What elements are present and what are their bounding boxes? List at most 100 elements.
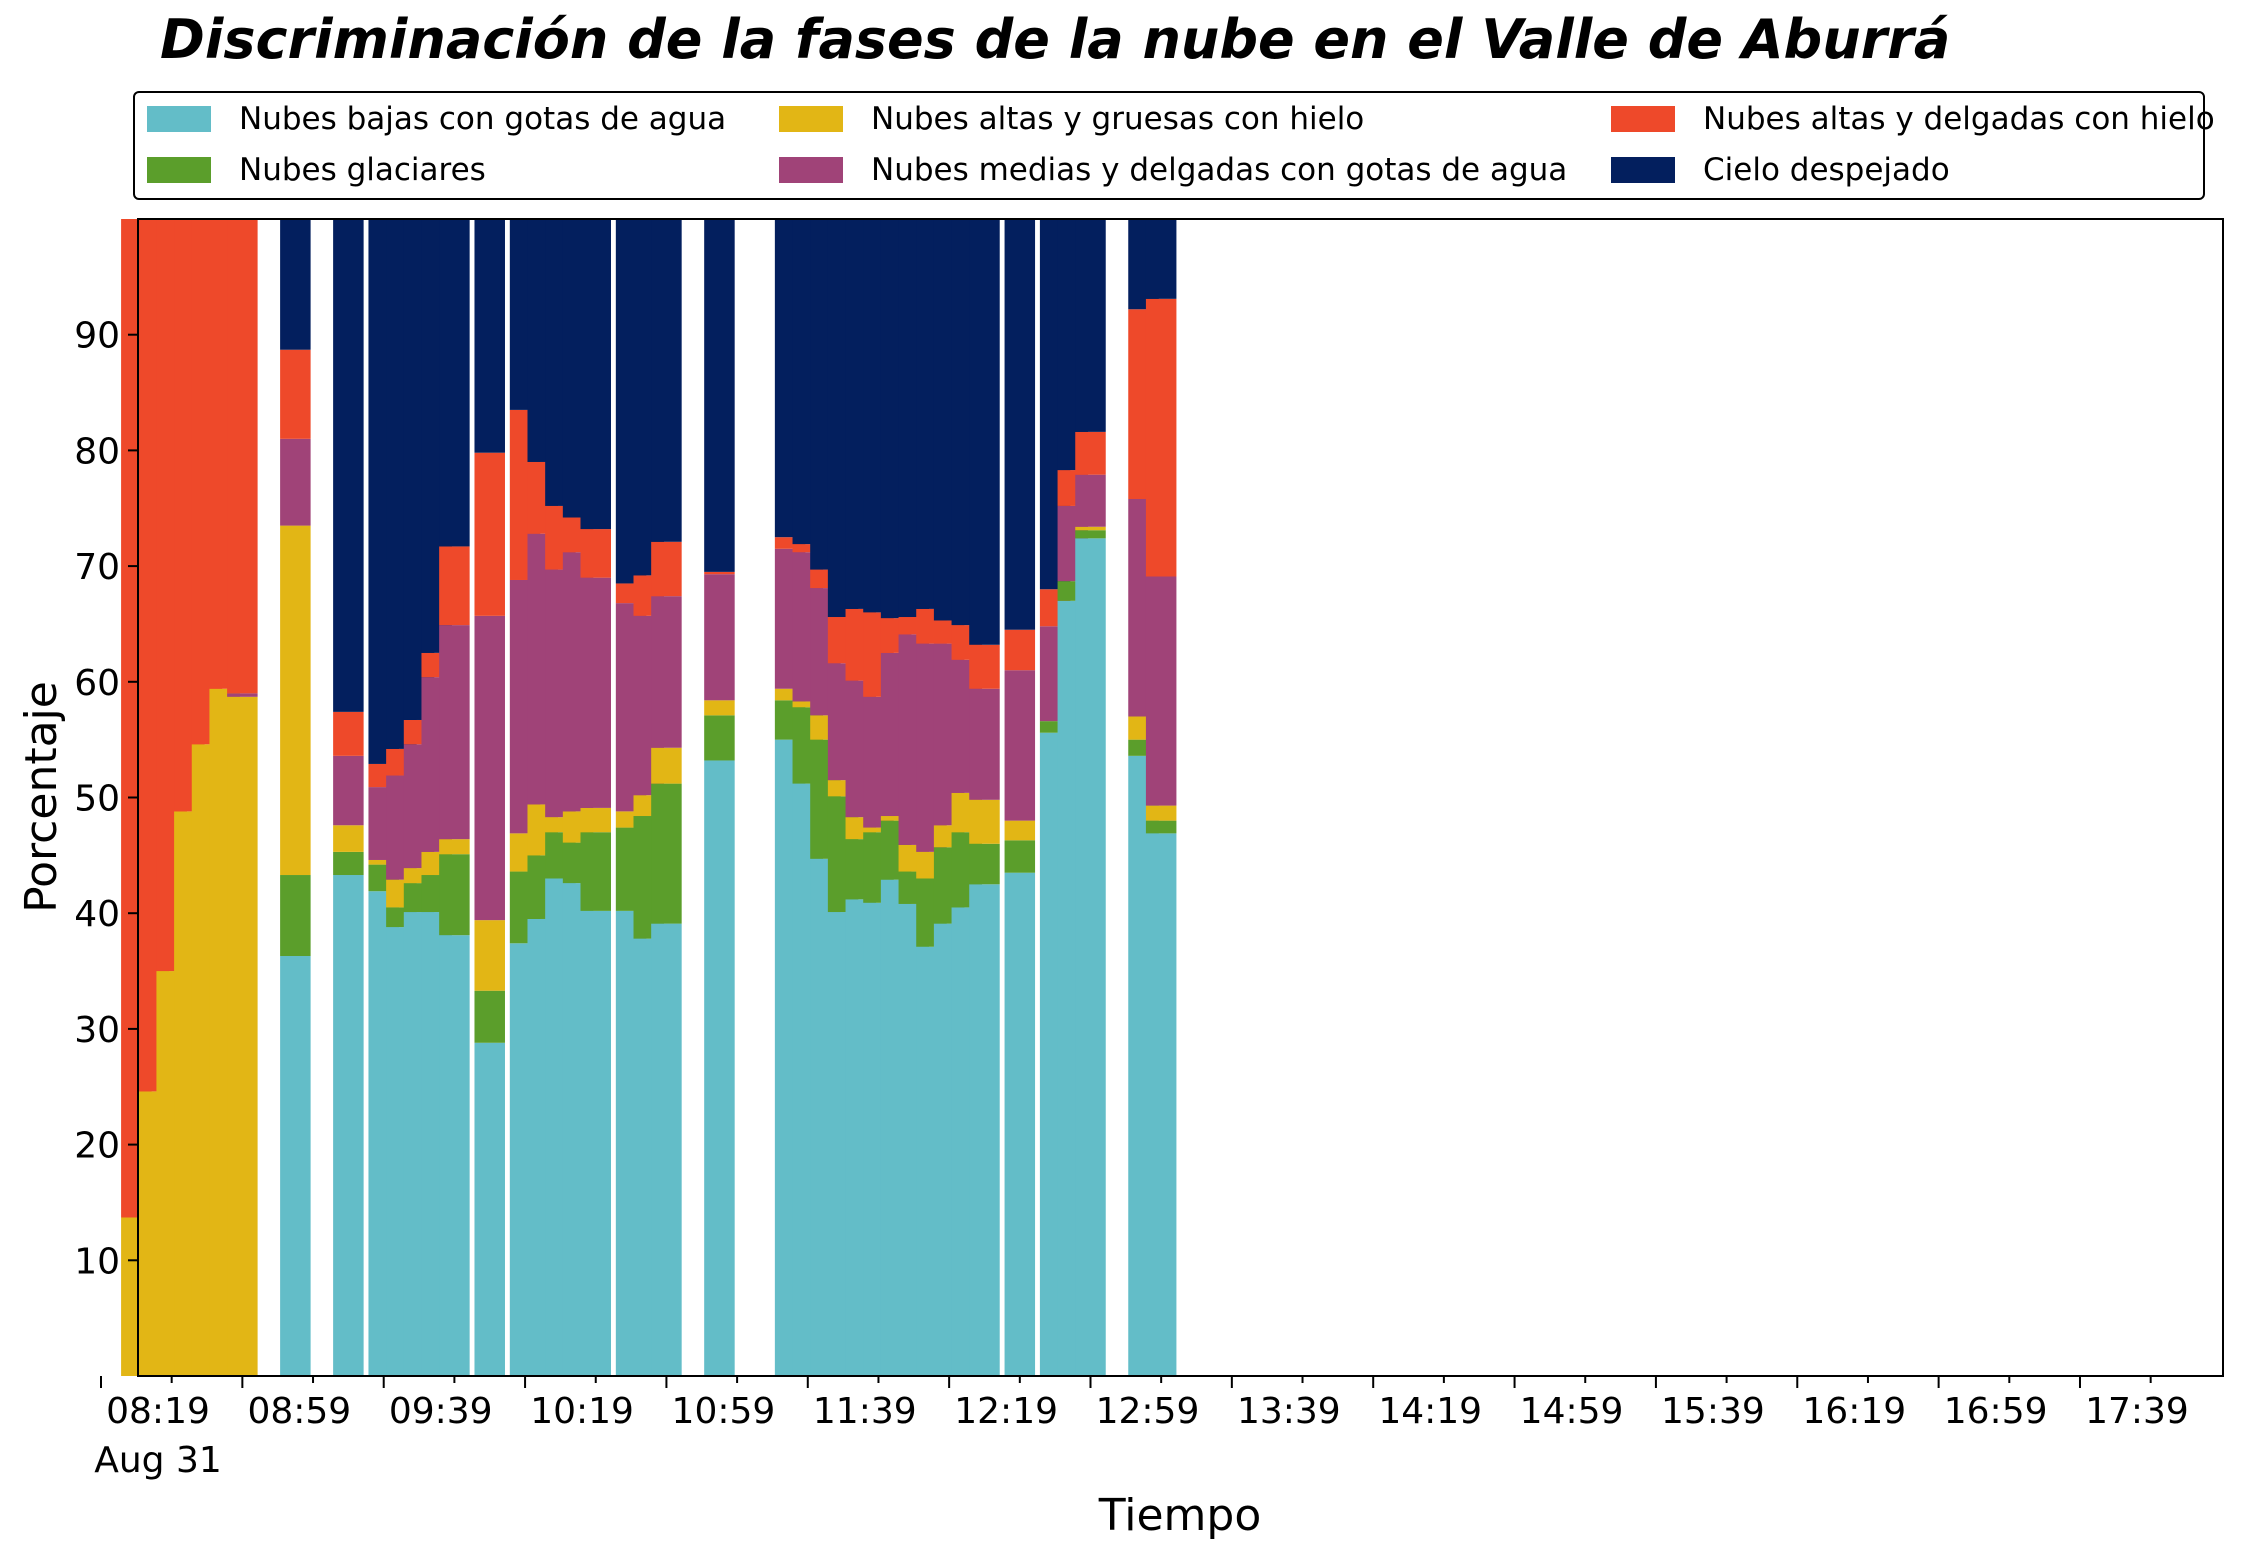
chart-title: Discriminación de la fases de la nube en… — [160, 8, 1951, 71]
y-tick-label: 30 — [74, 1010, 120, 1051]
bars-layer — [121, 219, 1177, 1376]
x-tick-label: 15:39 — [1661, 1391, 1765, 1432]
bar-segment — [969, 219, 1000, 645]
bar-segment — [227, 696, 258, 1376]
bar-segment — [1075, 526, 1106, 531]
bar-segment — [439, 854, 470, 936]
bar-segment — [439, 219, 470, 547]
bar-segment — [580, 910, 611, 1376]
bar-segment — [704, 760, 735, 1376]
bar-segment — [1145, 820, 1177, 834]
legend-swatch — [147, 157, 211, 183]
bar-segment — [280, 875, 311, 957]
legend-label: Nubes altas y delgadas con hielo — [1703, 101, 2215, 137]
x-tick-label: 10:59 — [672, 1391, 776, 1432]
bar-segment — [1004, 219, 1036, 630]
bar-segment — [1145, 805, 1177, 821]
bar-segment — [580, 832, 611, 911]
bar-segment — [1004, 872, 1036, 1376]
x-tick-label: 08:59 — [247, 1391, 351, 1432]
bar-segment — [969, 799, 1000, 844]
legend-item: Nubes bajas con gotas de agua — [147, 99, 726, 139]
x-tick-date-label: Aug 31 — [94, 1440, 222, 1481]
legend-item: Nubes altas y gruesas con hielo — [779, 99, 1364, 139]
bar-segment — [651, 783, 682, 924]
x-tick-label: 16:59 — [1944, 1391, 2048, 1432]
bar-segment — [580, 219, 611, 530]
bar-segment — [1004, 670, 1036, 821]
bar-segment — [1075, 538, 1106, 1376]
bar-segment — [1039, 721, 1071, 733]
x-tick-label: 11:39 — [813, 1391, 917, 1432]
legend-swatch — [1611, 106, 1675, 132]
bar-segment — [704, 700, 735, 716]
bar-segment — [651, 923, 682, 1376]
bar-segment — [1145, 576, 1177, 806]
legend-label: Nubes medias y delgadas con gotas de agu… — [871, 152, 1568, 188]
x-tick-label: 16:19 — [1802, 1391, 1906, 1432]
x-tick-label: 17:39 — [2085, 1391, 2189, 1432]
bar-segment — [1145, 298, 1177, 577]
bar-segment — [863, 827, 894, 833]
bar-segment — [1004, 820, 1036, 841]
bar-segment — [333, 851, 364, 876]
bar-segment — [580, 807, 611, 833]
bar-segment — [474, 920, 505, 991]
bar-segment — [969, 688, 1000, 800]
bar-segment — [474, 1042, 505, 1376]
x-tick-label: 14:59 — [1520, 1391, 1624, 1432]
x-tick-label: 12:59 — [1096, 1391, 1200, 1432]
legend-label: Nubes bajas con gotas de agua — [239, 101, 727, 137]
bar-segment — [280, 349, 311, 439]
bar-segment — [704, 574, 735, 701]
y-tick-label: 50 — [74, 779, 120, 820]
y-tick-label: 70 — [74, 547, 120, 588]
bar-segment — [333, 755, 364, 826]
bar-segment — [333, 825, 364, 852]
bar-segment — [1075, 474, 1106, 527]
bar-segment — [439, 935, 470, 1376]
bar-segment — [1145, 833, 1177, 1376]
bar-segment — [1075, 219, 1106, 432]
y-tick-label: 60 — [74, 663, 120, 704]
bar-segment — [439, 546, 470, 626]
x-tick-label: 10:19 — [530, 1391, 634, 1432]
bar-segment — [333, 219, 364, 712]
bar-segment — [1145, 219, 1177, 299]
x-tick-label: 12:19 — [954, 1391, 1058, 1432]
bar-segment — [280, 525, 311, 876]
bar-segment — [792, 544, 824, 553]
x-tick-label: 13:39 — [1237, 1391, 1341, 1432]
bar-segment — [368, 859, 399, 865]
legend-label: Cielo despejado — [1703, 152, 1950, 188]
legend-swatch — [147, 106, 211, 132]
legend-swatch — [779, 157, 843, 183]
legend: Nubes bajas con gotas de agua Nubes altas… — [133, 91, 2215, 200]
y-tick-label: 10 — [74, 1241, 120, 1282]
bar-segment — [704, 571, 735, 575]
bar-segment — [792, 701, 824, 708]
bar-segment — [280, 438, 311, 526]
bar-segment — [474, 990, 505, 1043]
bar-segment — [1075, 431, 1106, 475]
bar-segment — [280, 219, 311, 350]
bar-segment — [580, 577, 611, 808]
bar-segment — [880, 816, 912, 821]
bar-segment — [333, 711, 364, 756]
legend-swatch — [1611, 157, 1675, 183]
bar-segment — [280, 956, 311, 1376]
bar-segment — [227, 219, 258, 694]
bar-segment — [969, 644, 1000, 689]
legend-item: Nubes glaciares — [147, 150, 486, 190]
bar-segment — [969, 843, 1000, 885]
bar-segment — [704, 715, 735, 761]
y-tick-label: 40 — [74, 894, 120, 935]
legend-item: Nubes medias y delgadas con gotas de agu… — [779, 150, 1567, 190]
bar-segment — [651, 219, 682, 542]
x-tick-label: 09:39 — [389, 1391, 493, 1432]
bar-segment — [774, 537, 806, 549]
y-tick-label: 90 — [74, 316, 120, 357]
bar-segment — [474, 615, 505, 921]
legend-swatch — [779, 106, 843, 132]
